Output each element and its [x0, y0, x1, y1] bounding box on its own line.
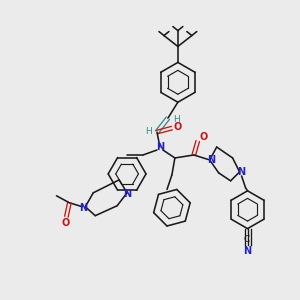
- Text: N: N: [123, 189, 131, 199]
- Text: N: N: [244, 245, 252, 256]
- Text: O: O: [200, 132, 208, 142]
- Text: N: N: [207, 155, 215, 165]
- Text: N: N: [238, 167, 246, 177]
- Text: O: O: [174, 122, 182, 132]
- Text: H: H: [173, 115, 180, 124]
- Text: C: C: [243, 235, 250, 244]
- Text: N: N: [156, 142, 164, 152]
- Text: N: N: [79, 203, 87, 213]
- Text: O: O: [61, 218, 70, 228]
- Text: H: H: [145, 127, 152, 136]
